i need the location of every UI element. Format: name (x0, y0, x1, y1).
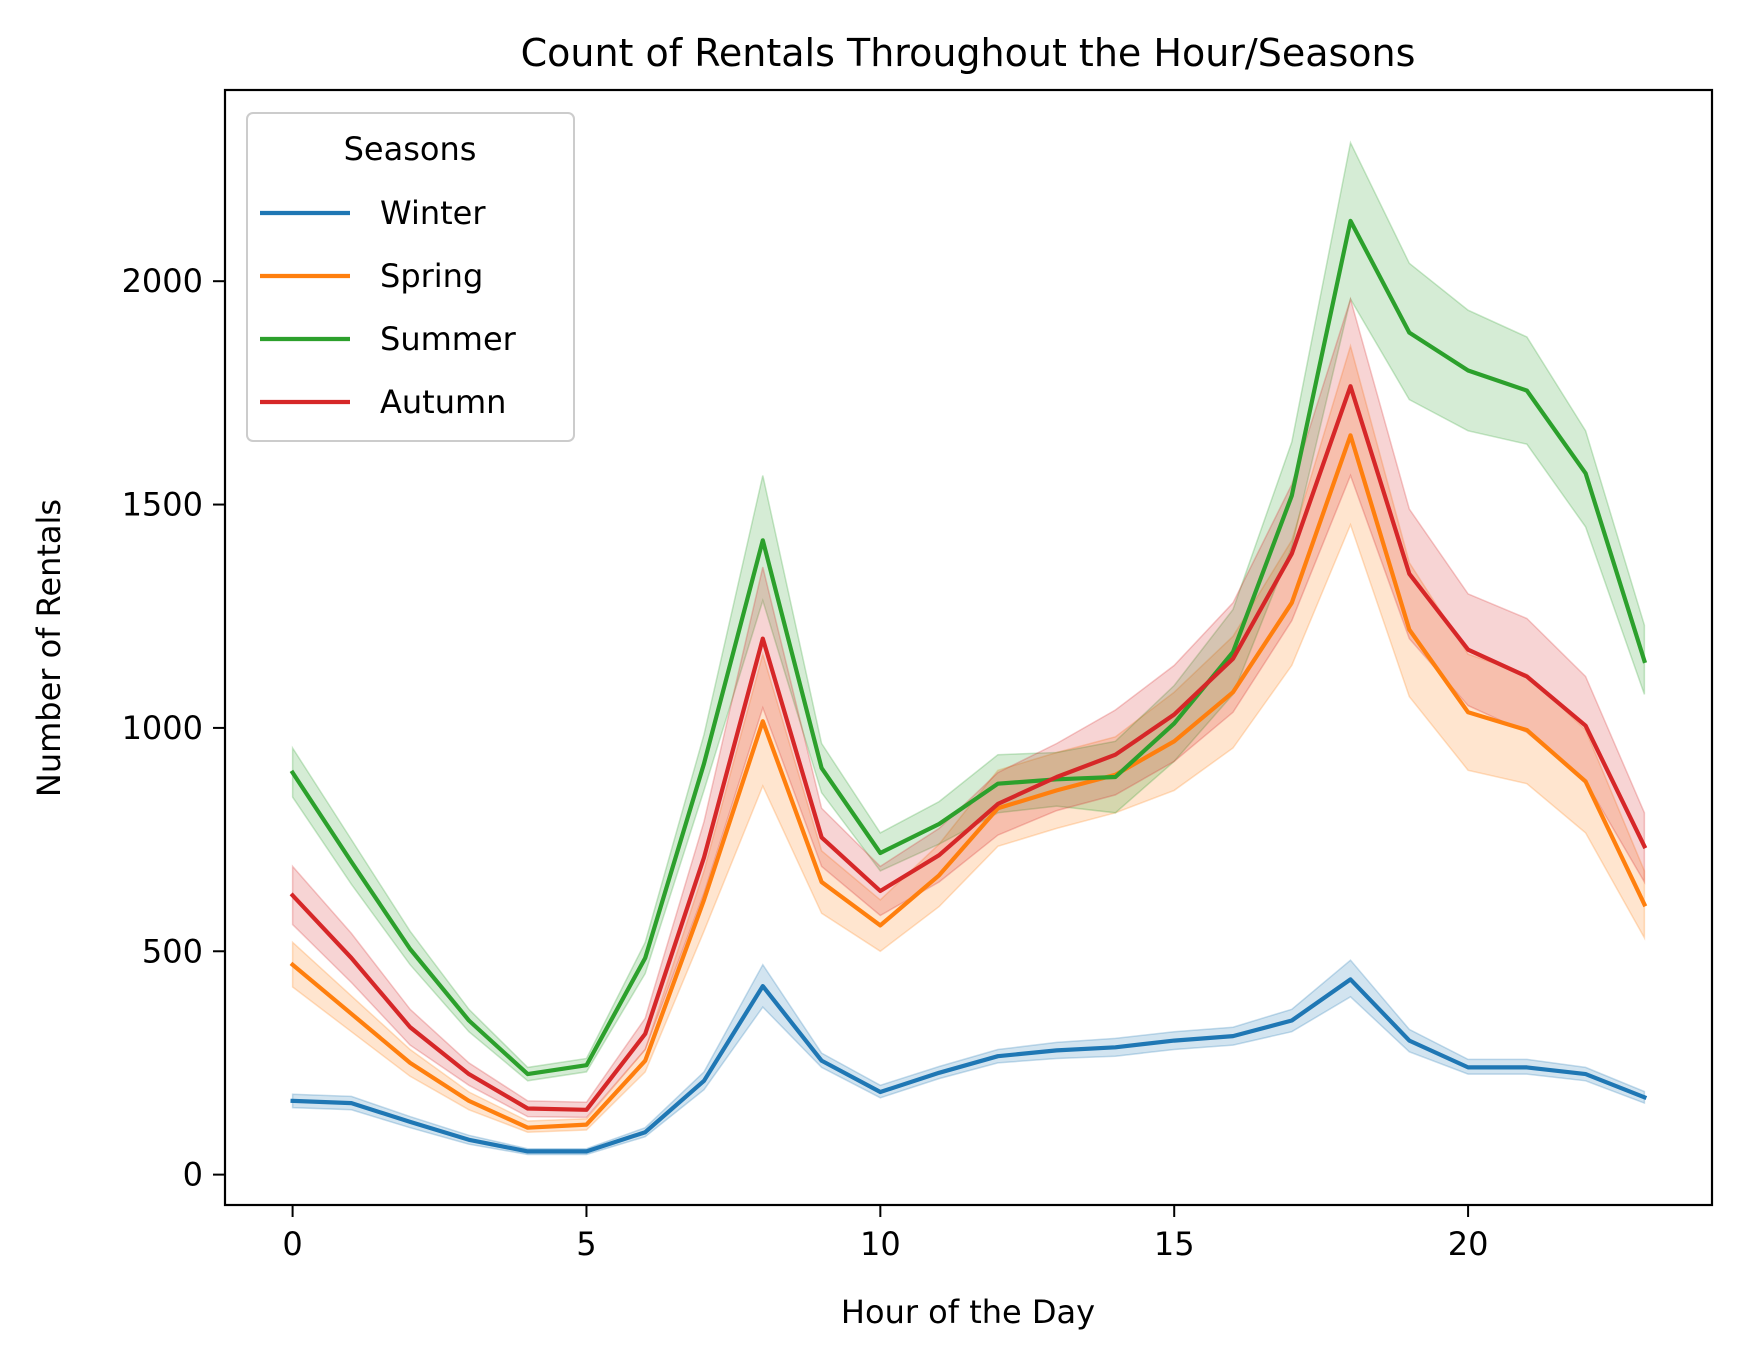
line-autumn (289, 384, 1648, 1112)
legend-title: Seasons (344, 130, 477, 168)
x-axis-label: Hour of the Day (841, 1293, 1095, 1331)
legend: Seasons Winter Spring Summer Autumn (246, 112, 575, 442)
x-tick-label: 0 (282, 1225, 302, 1263)
legend-items: Winter Spring Summer Autumn (260, 194, 517, 421)
x-tick-label: 15 (1154, 1225, 1195, 1263)
line-winter (290, 977, 1648, 1154)
band-summer (291, 140, 1646, 1082)
plot-area-frame (223, 88, 1714, 1207)
y-tick-label: 500 (142, 932, 203, 970)
line-spring (289, 433, 1648, 1130)
legend-label-winter: Winter (380, 194, 486, 232)
y-tick-label: 0 (183, 1156, 203, 1194)
chart-title: Count of Rentals Throughout the Hour/Sea… (521, 31, 1416, 75)
y-axis-label: Number of Rentals (30, 499, 68, 797)
y-tick-label: 1000 (122, 709, 203, 747)
legend-label-autumn: Autumn (380, 383, 506, 421)
series-lines (289, 218, 1648, 1154)
legend-box (246, 112, 575, 442)
legend-label-summer: Summer (380, 320, 517, 358)
y-tick-label: 1500 (122, 486, 203, 524)
band-spring (291, 343, 1646, 1133)
x-tick-label: 10 (860, 1225, 901, 1263)
legend-label-spring: Spring (380, 257, 483, 295)
x-tick-label: 5 (576, 1225, 596, 1263)
y-axis-ticks: 0 500 1000 1500 2000 (122, 262, 225, 1194)
y-tick-label: 2000 (122, 262, 203, 300)
line-summer (289, 218, 1648, 1077)
x-tick-label: 20 (1448, 1225, 1489, 1263)
x-axis-ticks: 0 5 10 15 20 (282, 1205, 1488, 1263)
